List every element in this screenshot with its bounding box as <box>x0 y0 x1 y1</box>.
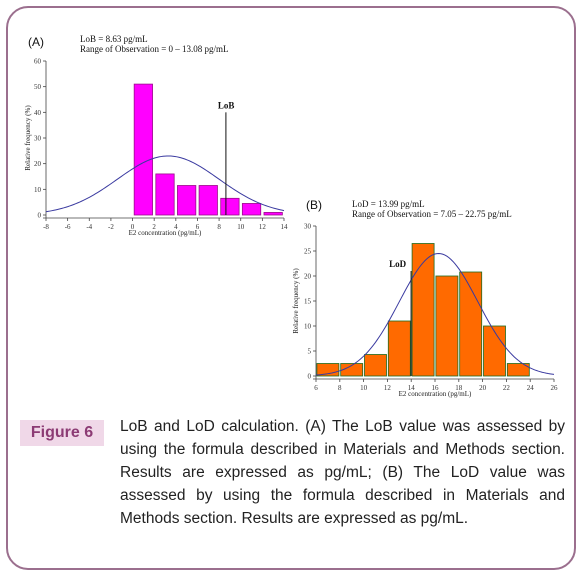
y-tick-label: 60 <box>34 58 42 66</box>
normal-curve <box>45 155 285 213</box>
x-tick-label: 14 <box>281 223 289 231</box>
x-tick-label: 2 <box>152 223 156 231</box>
info-line: Range of Observation = 7.05 – 22.75 pg/m… <box>352 209 512 219</box>
y-tick-label: 15 <box>304 298 312 306</box>
histogram-bar <box>263 212 283 216</box>
x-tick-label: 24 <box>527 384 535 392</box>
x-tick-label: 20 <box>479 384 487 392</box>
y-tick-label: 30 <box>34 135 42 143</box>
x-tick-label: 6 <box>314 384 318 392</box>
y-tick-label: 30 <box>304 223 312 231</box>
x-tick-label: -6 <box>65 223 71 231</box>
histogram-bar <box>506 363 530 377</box>
y-tick-label: 50 <box>34 83 42 91</box>
x-tick-label: 10 <box>360 384 368 392</box>
figure-caption: LoB and LoD calculation. (A) The LoB val… <box>120 418 565 527</box>
histogram-bar <box>177 185 197 216</box>
x-tick-label: 14 <box>408 384 416 392</box>
y-tick-label: 20 <box>34 160 42 168</box>
x-tick-label: 26 <box>551 384 559 392</box>
x-tick-label: 12 <box>259 223 267 231</box>
histogram-bar <box>364 354 387 377</box>
histogram-bar <box>220 197 240 216</box>
info-line: LoD = 13.99 pg/mL <box>352 199 425 209</box>
histogram-bar <box>435 275 459 377</box>
x-tick-label: 12 <box>384 384 392 392</box>
x-tick-label: 8 <box>338 384 342 392</box>
x-axis-label: E2 concentration (pg/mL) <box>399 390 472 398</box>
y-tick-label: 40 <box>34 109 42 117</box>
histogram-bar <box>411 243 435 377</box>
y-tick-label: 25 <box>304 248 312 256</box>
histogram-bar <box>387 320 411 377</box>
x-tick-label: 10 <box>237 223 245 231</box>
x-tick-label: -2 <box>108 223 114 231</box>
histogram-bar <box>198 185 218 216</box>
x-tick-label: 4 <box>174 223 178 231</box>
x-tick-label: 22 <box>503 384 511 392</box>
y-tick-label: 20 <box>304 273 312 281</box>
figure-tag: Figure 6 <box>20 420 104 446</box>
y-tick-label: 0 <box>308 373 312 381</box>
info-line: Range of Observation = 0 – 13.08 pg/mL <box>80 44 229 54</box>
histogram-bar <box>155 173 175 216</box>
histogram-bar <box>241 203 262 216</box>
panel-label: (B) <box>306 198 322 212</box>
y-tick-label: 10 <box>304 323 312 331</box>
normal-curve <box>315 253 555 376</box>
marker-label: LoD <box>389 259 407 269</box>
x-tick-label: 18 <box>455 384 463 392</box>
histogram-bar <box>340 363 364 377</box>
x-tick-label: 0 <box>131 223 135 231</box>
x-tick-label: -4 <box>86 223 92 231</box>
y-tick-label: 5 <box>308 348 312 356</box>
x-tick-label: -8 <box>43 223 49 231</box>
info-line: LoB = 8.63 pg/mL <box>80 34 148 44</box>
y-axis-label: Relative frequency (%) <box>292 268 300 334</box>
histogram-bar <box>483 325 506 377</box>
x-tick-label: 6 <box>196 223 200 231</box>
x-axis-label: E2 concentration (pg/mL) <box>129 229 202 237</box>
y-tick-label: 10 <box>34 186 42 194</box>
marker-label: LoB <box>218 100 235 110</box>
histogram-bar <box>133 83 153 216</box>
x-tick-label: 8 <box>217 223 221 231</box>
y-tick-label: 0 <box>38 212 42 220</box>
panel-label: (A) <box>28 35 44 49</box>
x-tick-label: 16 <box>432 384 440 392</box>
y-axis-label: Relative frequency (%) <box>24 105 32 171</box>
